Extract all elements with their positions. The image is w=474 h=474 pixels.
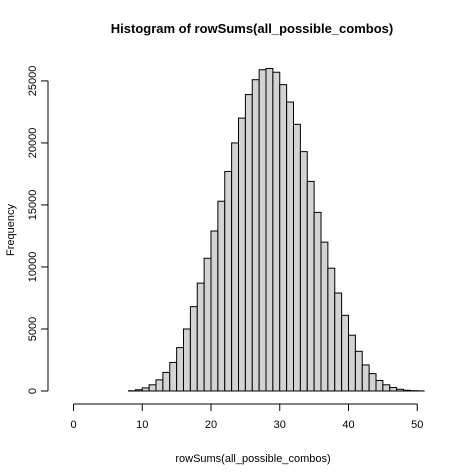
x-tick-label: 40 [342, 419, 354, 431]
histogram-bar [196, 282, 205, 392]
histogram-bar [141, 387, 150, 392]
histogram-bar [272, 71, 281, 392]
histogram-bar [293, 123, 301, 392]
histogram-bar [361, 364, 370, 392]
x-tick-label: 50 [411, 419, 423, 431]
histogram-bar [313, 211, 322, 392]
x-axis: 0 10 20 30 40 50 [70, 403, 423, 431]
chart-title: Histogram of rowSums(all_possible_combos… [111, 21, 393, 36]
histogram-bar [279, 84, 288, 392]
histogram-bar [306, 180, 315, 392]
y-axis-label: Frequency [5, 204, 17, 256]
histogram-bar [210, 230, 219, 392]
bars-group [128, 68, 425, 392]
histogram-bar [354, 350, 363, 392]
histogram-bar [258, 69, 267, 392]
histogram-bar [203, 257, 212, 392]
y-tick-label: 15000 [27, 190, 39, 221]
y-tick-label: 0 [27, 388, 39, 394]
histogram-bar [162, 371, 171, 392]
y-tick-label: 20000 [27, 128, 39, 159]
histogram-bar [238, 117, 246, 392]
x-tick-label: 0 [70, 419, 76, 431]
y-axis: 0 5000 10000 15000 20000 25000 [27, 66, 49, 394]
histogram-bar [217, 200, 226, 392]
histogram-bar [320, 241, 329, 392]
histogram-bar [368, 373, 377, 392]
histogram-bar [231, 142, 240, 392]
histogram-bar [244, 94, 253, 392]
x-tick-label: 30 [274, 419, 286, 431]
y-tick-label: 5000 [27, 317, 39, 341]
histogram-bar [224, 170, 233, 392]
y-tick-label: 10000 [27, 252, 39, 283]
histogram-bar [265, 68, 274, 392]
x-tick-label: 20 [205, 419, 217, 431]
x-tick-label: 10 [136, 419, 148, 431]
histogram-bar [189, 306, 198, 392]
histogram-bar [155, 379, 164, 392]
histogram-bar [389, 387, 398, 392]
histogram-bar [341, 314, 350, 392]
histogram-bar [348, 334, 356, 392]
histogram-bar [375, 379, 384, 392]
y-tick-label: 25000 [27, 66, 39, 97]
x-axis-label: rowSums(all_possible_combos) [175, 453, 330, 465]
histogram-bar [299, 151, 308, 392]
histogram-bar [251, 79, 260, 392]
histogram-bar [403, 389, 411, 392]
histogram-bar [327, 267, 336, 392]
histogram-bar [169, 361, 178, 392]
histogram-bar [382, 384, 391, 392]
histogram-bar [286, 101, 295, 392]
histogram-bar [134, 389, 143, 392]
histogram-bar [396, 388, 405, 392]
histogram-bar [148, 384, 157, 392]
histogram-bar [183, 328, 191, 392]
histogram-bar [334, 292, 343, 392]
histogram-bar [176, 347, 185, 392]
